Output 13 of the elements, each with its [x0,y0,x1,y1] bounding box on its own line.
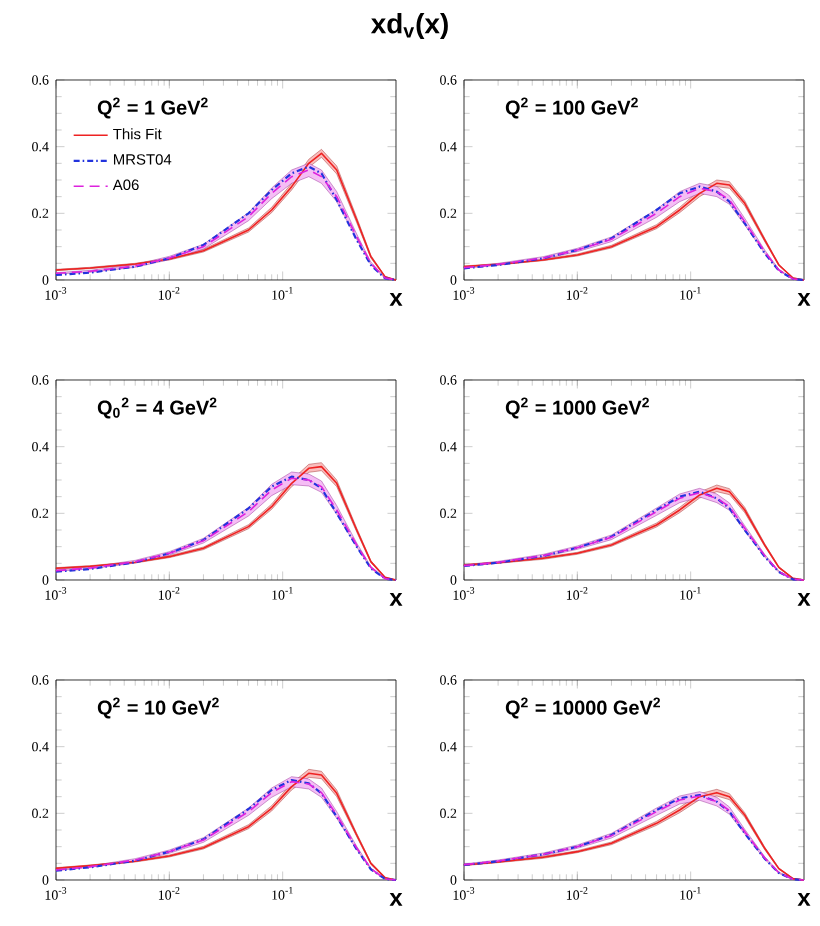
x-axis-title: x [797,593,811,606]
annotation: Q$^{2}$ = 10 GeV$^{2}$ [97,697,219,719]
x-axis-title: x [797,293,811,306]
annotation: Q$^{2}$ = 10000 GeV$^{2}$ [505,697,660,719]
x-axis-title: x [797,893,811,906]
annotation: Q$_{0}$$^{2}$ = 4 GeV$^{2}$ [97,397,217,419]
annotation: Q$^{2}$ = 100 GeV$^{2}$ [505,97,638,119]
x-axis-title: x [389,593,403,606]
x-axis-title: x [389,893,403,906]
x-axis-title: x [389,293,403,306]
annotation: Q$^{2}$ = 1000 GeV$^{2}$ [505,397,649,419]
annotation: Q$^{2}$ = 1 GeV$^{2}$ [97,97,208,119]
chart-title: xd$_{v}$(x) [370,13,448,40]
